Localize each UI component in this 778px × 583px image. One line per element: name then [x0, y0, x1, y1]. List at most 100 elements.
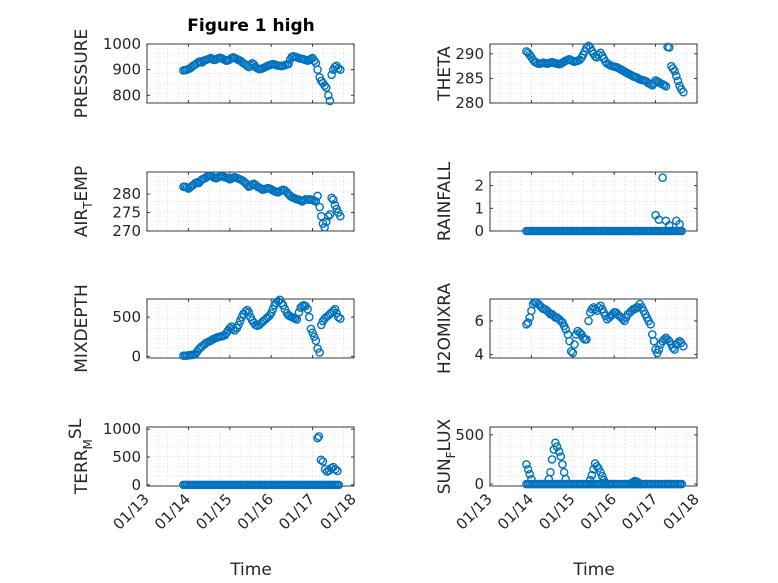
data-point — [321, 83, 331, 92]
y-tick-label: 280 — [112, 185, 141, 203]
data-point — [661, 81, 671, 91]
x-tick-label: 01/16 — [234, 490, 277, 533]
axes-box — [489, 43, 698, 104]
y-tick-label: 6 — [474, 312, 484, 330]
x-tick-label: 01/15 — [192, 490, 235, 533]
x-tick-label: 01/17 — [275, 490, 318, 533]
data-point — [566, 346, 576, 356]
y-tick-label: 280 — [455, 94, 484, 112]
data-point — [303, 304, 312, 314]
x-tick-label: 01/13 — [453, 490, 496, 533]
data-point — [325, 96, 335, 106]
chart-panel-6: 4 6 H2OMIXRA — [435, 283, 698, 374]
data-point — [673, 76, 683, 86]
data-point — [246, 60, 255, 70]
data-point — [672, 71, 681, 81]
x-tick-label: 01/18 — [660, 490, 703, 533]
y-tick-label: 275 — [112, 204, 141, 222]
figure-title: Figure 1 high — [187, 16, 315, 36]
data-point — [313, 433, 322, 443]
data-point — [654, 345, 664, 354]
x-tick-label: 01/13 — [110, 490, 153, 533]
data-point — [679, 87, 688, 97]
data-point — [675, 219, 684, 229]
data-point — [321, 217, 331, 227]
data-point — [324, 211, 333, 221]
data-point — [311, 336, 321, 345]
chart-panel-4: 0 1 2 RAINFALL — [435, 161, 698, 241]
data-point — [649, 336, 659, 346]
data-point — [235, 316, 245, 326]
data-point — [309, 56, 319, 65]
x-tick-label: 01/17 — [618, 490, 661, 533]
data-point — [546, 467, 555, 477]
data-point — [327, 193, 336, 203]
data-point — [320, 81, 329, 90]
data-point — [334, 480, 344, 490]
x-tick-label: 01/14 — [494, 490, 537, 533]
data-point — [327, 70, 336, 80]
y-tick-label: 1000 — [103, 35, 141, 53]
data-point — [306, 324, 316, 334]
data-point — [304, 312, 314, 322]
axes-box — [146, 171, 355, 232]
data-point — [664, 43, 674, 52]
data-point — [592, 462, 602, 471]
data-point — [318, 457, 328, 466]
y-axis-label: AIRTEMP — [72, 166, 95, 237]
y-tick-label: 800 — [112, 86, 141, 104]
x-tick-label: 01/15 — [535, 490, 578, 533]
data-point — [568, 348, 578, 358]
data-point — [679, 341, 688, 351]
data-point — [284, 59, 293, 69]
data-point — [320, 465, 330, 474]
data-point — [570, 340, 579, 349]
chart-panel-5: 0 500 MIXDEPTH — [72, 284, 355, 373]
data-point — [584, 316, 593, 326]
data-point — [315, 348, 324, 357]
y-tick-label: 4 — [474, 346, 484, 364]
y-axis-label: PRESSURE — [72, 29, 92, 118]
y-axis-label: RAINFALL — [435, 161, 455, 241]
x-tick-label: 01/16 — [577, 490, 620, 533]
y-tick-label: 500 — [112, 448, 141, 466]
data-point — [336, 314, 345, 323]
data-point — [556, 452, 566, 461]
data-point — [558, 460, 567, 469]
data-point — [559, 467, 569, 477]
data-point — [228, 324, 238, 334]
data-point — [522, 319, 531, 329]
y-tick-label: 1000 — [103, 420, 141, 438]
data-point — [646, 319, 655, 329]
data-point — [266, 308, 276, 318]
y-axis-label: THETA — [435, 46, 455, 102]
data-point — [596, 467, 605, 477]
data-point — [601, 478, 610, 488]
y-axis-label: H2OMIXRA — [435, 283, 455, 374]
y-tick-label: 270 — [112, 222, 141, 240]
data-point — [333, 312, 343, 322]
y-tick-label: 500 — [455, 426, 484, 444]
y-axis-label: TERRMSL — [66, 418, 95, 495]
data-point — [587, 470, 597, 480]
data-point — [670, 345, 679, 354]
data-point — [525, 469, 535, 479]
y-tick-label: 0 — [131, 476, 141, 494]
y-tick-label: 0 — [474, 222, 484, 240]
data-point — [244, 308, 254, 317]
data-point — [336, 211, 345, 221]
y-tick-label: 500 — [112, 308, 141, 326]
data-point — [325, 210, 335, 219]
data-point — [582, 335, 591, 344]
data-point — [333, 466, 342, 476]
data-point — [664, 221, 674, 230]
x-axis-label-right: Time — [572, 560, 615, 580]
data-point — [330, 304, 340, 314]
data-point — [594, 50, 603, 60]
data-point — [278, 300, 288, 310]
data-point — [551, 438, 560, 448]
x-tick-label: 01/18 — [317, 490, 360, 533]
